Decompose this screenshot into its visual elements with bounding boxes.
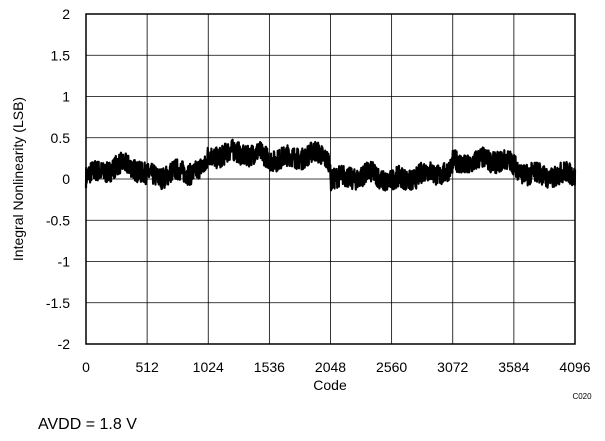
x-tick-labels: 0 512 1024 1536 2048 2560 3072 3584 4096	[82, 359, 591, 375]
y-tick-label: 2	[62, 6, 70, 22]
y-tick-label: 0.5	[51, 130, 71, 146]
y-tick-labels: 2 1.5 1 0.5 0 -0.5 -1 -1.5 -2	[46, 6, 70, 352]
x-tick-label: 0	[82, 359, 90, 375]
figure-id: C020	[572, 392, 592, 401]
y-axis-title: Integral Nonlinearity (LSB)	[10, 97, 26, 261]
x-tick-label: 1536	[254, 359, 285, 375]
y-tick-label: 1	[62, 89, 70, 105]
y-tick-label: -1	[58, 254, 71, 270]
x-tick-label: 4096	[559, 359, 590, 375]
y-tick-label: -2	[58, 336, 71, 352]
x-tick-label: 1024	[193, 359, 224, 375]
x-tick-label: 3584	[498, 359, 529, 375]
y-tick-label: 1.5	[51, 47, 71, 63]
inl-series-line	[84, 138, 577, 192]
x-tick-label: 3072	[437, 359, 468, 375]
y-tick-label: 0	[62, 171, 70, 187]
x-tick-label: 2048	[315, 359, 346, 375]
chart-caption: AVDD = 1.8 V	[38, 416, 137, 433]
x-tick-label: 2560	[376, 359, 407, 375]
series-layer	[84, 138, 577, 192]
y-tick-label: -1.5	[46, 295, 70, 311]
x-tick-label: 512	[135, 359, 159, 375]
x-axis-title: Code	[313, 377, 347, 393]
y-tick-label: -0.5	[46, 212, 70, 228]
